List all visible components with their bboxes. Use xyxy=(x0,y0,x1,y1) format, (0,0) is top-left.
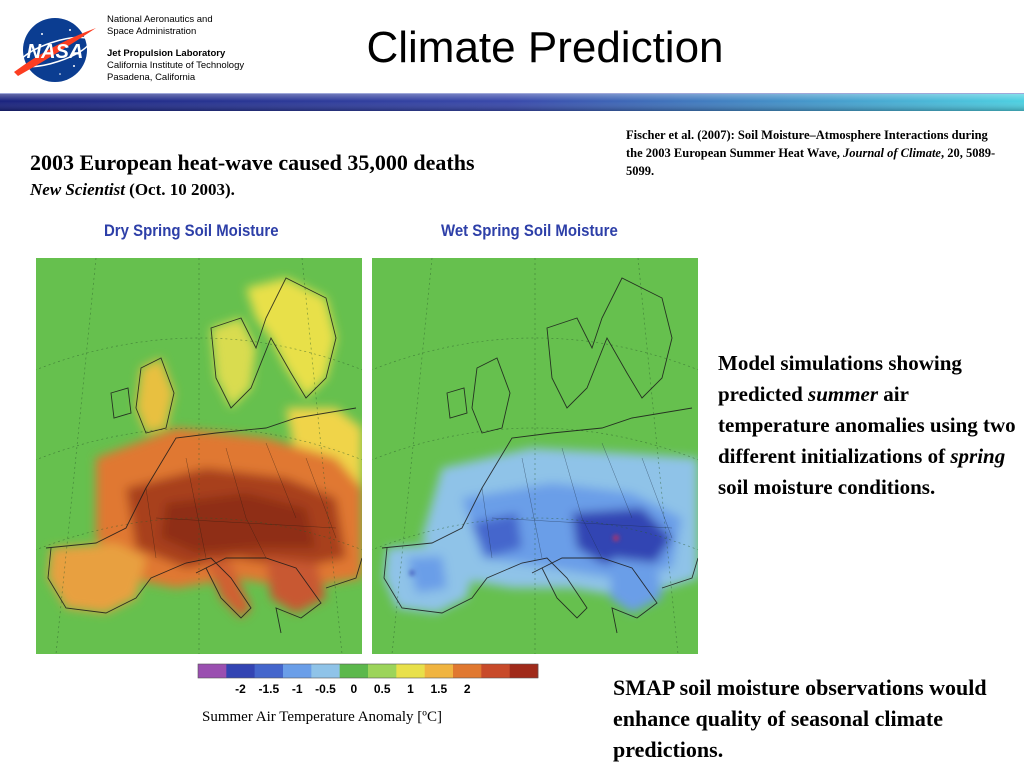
citation-text: Fischer et al. (2007): Soil Moisture–Atm… xyxy=(626,128,988,160)
legend-tick-label: -2 xyxy=(235,682,246,696)
slide-title: Climate Prediction xyxy=(366,23,724,72)
legend-tick-label: 1 xyxy=(407,682,414,696)
citation-journal: Journal of Climate xyxy=(843,146,941,160)
legend-tick-label: 1.5 xyxy=(430,682,447,696)
legend-tick-label: -0.5 xyxy=(315,682,336,696)
legend-swatch xyxy=(509,664,539,678)
legend-tick-label: 0 xyxy=(350,682,357,696)
nasa-logo: NASA xyxy=(14,18,96,82)
citation-details: , 20, 5089-5099. xyxy=(626,146,996,178)
legend-swatch xyxy=(481,664,510,678)
legend-swatch xyxy=(226,664,255,678)
legend-caption: Summer Air Temperature Anomaly [ºC] xyxy=(202,709,442,725)
dry-spring-map xyxy=(36,258,362,654)
legend-swatch xyxy=(453,664,482,678)
legend-swatch xyxy=(311,664,340,678)
headline: 2003 European heat-wave caused 35,000 de… xyxy=(30,150,475,175)
source-publication: New Scientist xyxy=(30,180,125,199)
legend-tick-label: 2 xyxy=(464,682,471,696)
desc-italic-spring: spring xyxy=(950,444,1006,468)
title-bar xyxy=(0,93,1024,111)
legend-swatch xyxy=(254,664,284,678)
europe-maps-figure xyxy=(36,258,698,654)
figure-description: Model simulations showing predicted summ… xyxy=(718,348,1018,503)
legend-swatch xyxy=(198,664,227,678)
wet-panel-label: Wet Spring Soil Moisture xyxy=(441,221,618,240)
organization-block: National Aeronautics and Space Administr… xyxy=(107,14,244,84)
lab-name: Jet Propulsion Laboratory xyxy=(107,48,226,59)
org-name-line2: Space Administration xyxy=(107,26,197,37)
desc-text-3: soil moisture conditions. xyxy=(718,475,936,499)
source-date: (Oct. 10 2003). xyxy=(124,180,235,199)
desc-text-1: Model simulations showing predicted xyxy=(718,351,962,406)
nasa-logo-text: NASA xyxy=(27,41,84,63)
legend-swatch xyxy=(396,664,425,678)
citation: Fischer et al. (2007): Soil Moisture–Atm… xyxy=(626,126,1006,180)
lab-line2: California Institute of Technology xyxy=(107,60,245,71)
legend-swatch xyxy=(283,664,312,678)
dry-panel-label: Dry Spring Soil Moisture xyxy=(104,221,279,240)
legend-swatch xyxy=(368,664,397,678)
smap-conclusion: SMAP soil moisture observations would en… xyxy=(613,675,987,762)
org-name-line1: National Aeronautics and xyxy=(107,14,213,25)
legend-border xyxy=(197,663,539,679)
wet-spring-map xyxy=(372,258,698,654)
temperature-legend: -2 -1.5 -1 -0.5 0 0.5 1 1.5 2 xyxy=(197,663,539,696)
desc-italic-summer: summer xyxy=(808,382,879,406)
lab-line3: Pasadena, California xyxy=(107,72,196,83)
headline-source: New Scientist (Oct. 10 2003). xyxy=(30,180,235,200)
legend-swatch xyxy=(424,664,454,678)
legend-swatch xyxy=(339,664,369,678)
legend-tick-label: -1.5 xyxy=(258,682,279,696)
desc-text-2: air temperature anomalies using two diff… xyxy=(718,382,1016,468)
legend-tick-label: -1 xyxy=(292,682,303,696)
legend-tick-label: 0.5 xyxy=(374,682,391,696)
